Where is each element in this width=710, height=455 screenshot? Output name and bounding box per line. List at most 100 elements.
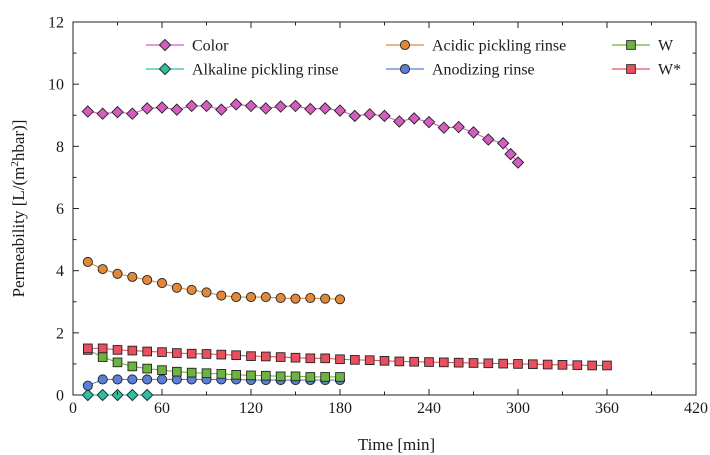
x-tick-label: 60: [154, 400, 170, 417]
y-axis-label-superscript: 2: [9, 161, 21, 167]
legend-label: W: [658, 38, 674, 55]
legend-marker: [626, 64, 636, 74]
data-point: [172, 366, 182, 377]
series-line: [87, 378, 340, 387]
data-point: [142, 363, 152, 374]
data-point: [335, 354, 345, 365]
series-w: [83, 343, 612, 371]
data-point: [511, 156, 525, 169]
data-point: [140, 388, 154, 402]
data-point: [155, 101, 169, 114]
data-point: [171, 282, 182, 293]
y-tick-label: 2: [56, 325, 64, 342]
data-point: [229, 98, 243, 111]
data-point: [334, 294, 346, 305]
data-point: [409, 356, 419, 367]
data-point: [275, 352, 286, 362]
series-line: [87, 103, 519, 163]
data-point: [482, 133, 495, 146]
data-point: [111, 105, 124, 119]
data-point: [156, 278, 168, 289]
data-point: [439, 357, 449, 368]
data-point: [542, 359, 553, 370]
legend-entry: W*: [612, 62, 681, 79]
data-point: [231, 369, 241, 380]
data-point: [394, 356, 405, 367]
data-point: [112, 268, 123, 279]
legend-label: Alkaline pickling rinse: [192, 62, 339, 79]
data-point: [290, 352, 301, 363]
x-tick-label: 240: [417, 400, 441, 417]
data-point: [200, 99, 213, 113]
legend-label: Acidic pickling rinse: [432, 38, 566, 55]
y-tick-label: 0: [56, 388, 64, 405]
data-point: [216, 290, 227, 301]
data-point: [157, 347, 167, 357]
data-point: [245, 292, 257, 303]
data-point: [231, 350, 241, 361]
data-point: [260, 292, 271, 303]
series-line: [87, 261, 341, 300]
data-point: [170, 103, 184, 116]
data-point: [83, 343, 93, 354]
legend-entry: W: [612, 38, 674, 55]
data-point: [261, 351, 271, 362]
series-acidic-pickling-rinse: [82, 256, 346, 305]
legend-entry: Acidic pickling rinse: [386, 38, 566, 55]
y-tick-label: 4: [56, 263, 64, 280]
data-point: [378, 109, 391, 123]
y-tick-label: 12: [48, 15, 64, 32]
data-point: [363, 108, 376, 121]
data-point: [201, 349, 212, 359]
x-tick-label: 0: [69, 400, 77, 417]
data-point: [305, 292, 316, 304]
data-point: [185, 99, 198, 113]
data-point: [186, 367, 197, 378]
data-point: [602, 360, 612, 371]
legend-entry: Alkaline pickling rinse: [146, 62, 339, 79]
y-tick-label: 6: [56, 201, 64, 218]
legend-label: W*: [658, 62, 681, 79]
data-point: [81, 105, 95, 118]
legend: Color Alkaline pickling rinse Acidic pickl…: [146, 38, 681, 79]
data-point: [157, 365, 167, 375]
data-point: [126, 107, 139, 120]
data-point: [112, 357, 123, 368]
data-point: [320, 372, 330, 382]
y-axis-label: Permeability [L/(m2hbar)]: [9, 120, 28, 298]
data-point: [483, 358, 494, 369]
data-point: [275, 371, 286, 382]
data-point: [452, 120, 465, 134]
plot-area: [72, 21, 697, 396]
data-point: [274, 100, 287, 113]
legend-marker: [626, 40, 636, 50]
data-point: [142, 346, 152, 357]
data-point: [216, 349, 227, 360]
data-point: [259, 102, 273, 115]
data-point: [215, 103, 228, 116]
data-point: [468, 358, 479, 368]
data-point: [126, 388, 139, 402]
data-point: [393, 115, 406, 128]
data-point: [364, 355, 375, 366]
data-point: [304, 102, 317, 116]
series-layer: [81, 98, 612, 402]
data-point: [244, 99, 258, 113]
data-point: [496, 136, 510, 150]
data-point: [97, 352, 108, 362]
data-point: [97, 374, 108, 385]
data-point: [261, 370, 271, 381]
data-point: [201, 287, 212, 298]
data-point: [140, 102, 154, 115]
data-point: [186, 284, 197, 295]
data-point: [97, 264, 108, 275]
data-point: [528, 359, 538, 370]
data-point: [305, 372, 316, 382]
data-point: [504, 147, 517, 161]
legend-marker: [158, 62, 172, 76]
data-point: [96, 107, 109, 120]
data-point: [318, 102, 332, 115]
data-point: [290, 371, 301, 382]
x-tick-label: 360: [595, 400, 619, 417]
x-tick-label: 300: [506, 400, 530, 417]
